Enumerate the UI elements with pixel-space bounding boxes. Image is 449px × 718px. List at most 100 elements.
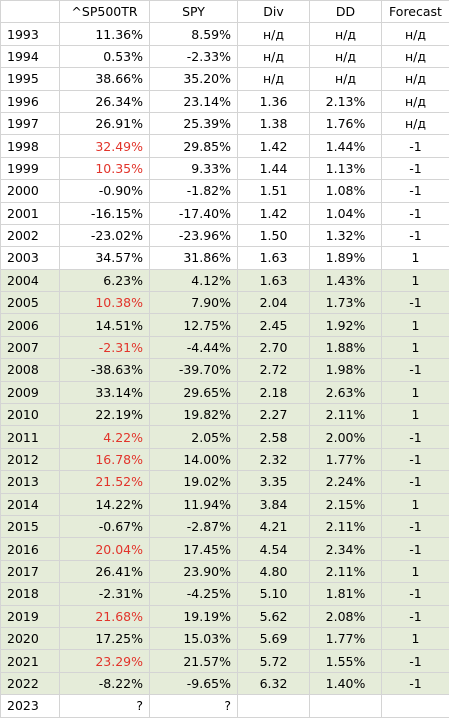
cell-sp500tr: -16.15%: [60, 202, 150, 224]
cell-forecast: -1: [382, 605, 449, 627]
cell-div: 1.42: [238, 135, 310, 157]
cell-spy: 29.85%: [150, 135, 238, 157]
cell-forecast: 1: [382, 247, 449, 269]
cell-div: 2.72: [238, 359, 310, 381]
cell-dd: 1.89%: [310, 247, 382, 269]
cell-forecast: -1: [382, 515, 449, 537]
cell-dd: 2.11%: [310, 404, 382, 426]
cell-forecast: 1: [382, 404, 449, 426]
cell-year: 2011: [1, 426, 60, 448]
cell-year: 2022: [1, 672, 60, 694]
cell-dd: 1.43%: [310, 269, 382, 291]
cell-forecast: н/д: [382, 68, 449, 90]
header-forecast: Forecast: [382, 1, 449, 23]
cell-div: [238, 695, 310, 717]
cell-forecast: 1: [382, 269, 449, 291]
cell-dd: 1.77%: [310, 627, 382, 649]
cell-div: 1.63: [238, 247, 310, 269]
cell-sp500tr: -2.31%: [60, 336, 150, 358]
cell-year: 2010: [1, 404, 60, 426]
cell-forecast: -1: [382, 538, 449, 560]
cell-year: 2013: [1, 471, 60, 493]
cell-div: 3.35: [238, 471, 310, 493]
cell-spy: 15.03%: [150, 627, 238, 649]
cell-year: 2000: [1, 180, 60, 202]
cell-dd: н/д: [310, 68, 382, 90]
cell-div: 5.72: [238, 650, 310, 672]
cell-dd: 1.73%: [310, 292, 382, 314]
cell-sp500tr: 0.53%: [60, 45, 150, 67]
cell-dd: 2.13%: [310, 90, 382, 112]
cell-div: н/д: [238, 68, 310, 90]
cell-spy: 11.94%: [150, 493, 238, 515]
cell-sp500tr: 14.51%: [60, 314, 150, 336]
cell-year: 2019: [1, 605, 60, 627]
cell-year: 2002: [1, 224, 60, 246]
cell-year: 2007: [1, 336, 60, 358]
cell-div: 1.50: [238, 224, 310, 246]
cell-div: 4.80: [238, 560, 310, 582]
cell-forecast: н/д: [382, 23, 449, 45]
cell-spy: 7.90%: [150, 292, 238, 314]
cell-forecast: 1: [382, 336, 449, 358]
cell-dd: н/д: [310, 45, 382, 67]
cell-dd: н/д: [310, 23, 382, 45]
cell-forecast: -1: [382, 224, 449, 246]
cell-spy: -17.40%: [150, 202, 238, 224]
cell-dd: 1.44%: [310, 135, 382, 157]
cell-year: 2006: [1, 314, 60, 336]
header-sp500tr: ^SP500TR: [60, 1, 150, 23]
cell-forecast: [382, 695, 449, 717]
cell-div: 2.70: [238, 336, 310, 358]
cell-dd: 1.32%: [310, 224, 382, 246]
cell-sp500tr: -0.90%: [60, 180, 150, 202]
cell-forecast: н/д: [382, 90, 449, 112]
cell-spy: 17.45%: [150, 538, 238, 560]
cell-year: 1998: [1, 135, 60, 157]
cell-div: н/д: [238, 45, 310, 67]
cell-sp500tr: 11.36%: [60, 23, 150, 45]
cell-div: н/д: [238, 23, 310, 45]
cell-spy: 9.33%: [150, 157, 238, 179]
cell-dd: 2.34%: [310, 538, 382, 560]
cell-spy: -1.82%: [150, 180, 238, 202]
cell-spy: 4.12%: [150, 269, 238, 291]
cell-year: 2005: [1, 292, 60, 314]
cell-year: 2014: [1, 493, 60, 515]
cell-forecast: -1: [382, 672, 449, 694]
cell-year: 2009: [1, 381, 60, 403]
header-div: Div: [238, 1, 310, 23]
header-dd: DD: [310, 1, 382, 23]
cell-spy: -4.44%: [150, 336, 238, 358]
cell-div: 6.32: [238, 672, 310, 694]
cell-year: 1995: [1, 68, 60, 90]
cell-year: 2012: [1, 448, 60, 470]
cell-dd: 2.15%: [310, 493, 382, 515]
cell-forecast: -1: [382, 180, 449, 202]
cell-forecast: -1: [382, 426, 449, 448]
cell-forecast: -1: [382, 135, 449, 157]
cell-sp500tr: -23.02%: [60, 224, 150, 246]
cell-sp500tr: 17.25%: [60, 627, 150, 649]
header-spy: SPY: [150, 1, 238, 23]
cell-dd: 1.81%: [310, 583, 382, 605]
cell-sp500tr: 26.91%: [60, 112, 150, 134]
cell-sp500tr: ?: [60, 695, 150, 717]
cell-sp500tr: 16.78%: [60, 448, 150, 470]
cell-spy: -2.33%: [150, 45, 238, 67]
cell-sp500tr: 4.22%: [60, 426, 150, 448]
cell-sp500tr: 21.52%: [60, 471, 150, 493]
cell-sp500tr: 20.04%: [60, 538, 150, 560]
